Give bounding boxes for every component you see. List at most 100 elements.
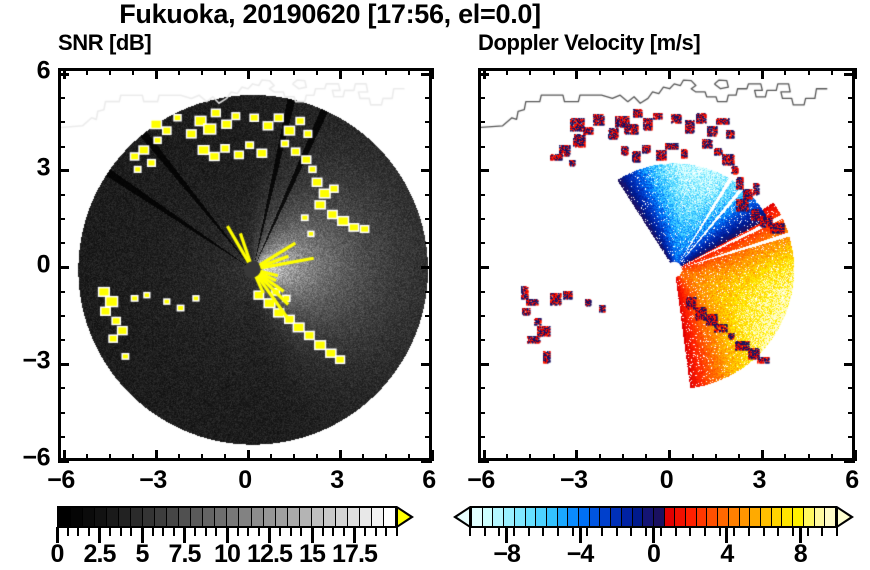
x-tick <box>482 450 486 461</box>
colorbar-swatch <box>760 508 772 526</box>
y-tick <box>478 290 485 293</box>
x-tick <box>246 68 250 79</box>
colorbar-minor-tick <box>674 527 677 536</box>
colorbar-swatch <box>557 508 569 526</box>
colorbar-swatch <box>825 508 835 526</box>
y-tick <box>478 97 485 100</box>
colorbar-minor-tick <box>586 527 589 536</box>
y-tick <box>425 97 432 100</box>
colorbar-swatch <box>371 508 384 526</box>
x-tick <box>598 454 601 461</box>
x-tick <box>529 68 532 75</box>
x-tick <box>853 450 857 461</box>
snr-colorbar <box>57 506 414 528</box>
colorbar-swatch <box>814 508 826 526</box>
colorbar-swatch <box>793 508 804 526</box>
y-tick <box>425 290 432 293</box>
x-tick <box>807 68 810 75</box>
colorbar-tick-label: 10 <box>213 540 241 568</box>
y-tick <box>58 387 65 390</box>
y-tick <box>478 218 485 221</box>
y-tick-label: 3 <box>36 153 51 182</box>
colorbar-minor-tick <box>645 527 648 536</box>
x-tick <box>293 454 295 461</box>
x-tick <box>154 68 158 79</box>
colorbar-tick-label: 2.5 <box>83 540 116 568</box>
colorbar-minor-tick <box>542 527 545 536</box>
colorbar-swatch <box>472 508 483 526</box>
colorbar-swatch <box>664 508 676 526</box>
colorbar-minor-tick <box>615 527 618 536</box>
x-tick <box>622 68 625 75</box>
colorbar-tick-label: 4 <box>720 540 734 568</box>
x-tick <box>316 68 318 75</box>
x-tick <box>178 68 180 75</box>
colorbar-tick-label: −4 <box>566 540 595 568</box>
colorbar-swatch <box>493 508 505 526</box>
colorbar-swatch <box>191 508 204 526</box>
y-tick <box>58 314 65 317</box>
y-tick <box>58 169 69 173</box>
colorbar-major-tick <box>725 527 729 543</box>
x-tick <box>830 68 833 75</box>
x-tick <box>408 454 410 461</box>
y-tick <box>478 339 485 342</box>
x-tick <box>316 454 318 461</box>
y-tick <box>478 242 485 245</box>
y-tick <box>848 145 855 148</box>
colorbar-minor-tick <box>513 527 516 536</box>
y-tick <box>478 435 485 438</box>
x-tick <box>224 68 226 75</box>
x-tick <box>154 450 158 461</box>
colorbar-minor-tick <box>385 527 388 536</box>
colorbar-minor-tick <box>87 527 90 536</box>
x-tick <box>645 454 648 461</box>
colorbar-swatch <box>718 508 729 526</box>
colorbar-minor-tick <box>374 527 377 536</box>
colorbar-swatch <box>143 508 156 526</box>
y-tick <box>848 193 855 196</box>
colorbar-tick-label: −8 <box>493 540 521 568</box>
y-tick <box>58 290 65 293</box>
y-tick <box>58 242 65 245</box>
y-tick <box>421 72 432 76</box>
y-tick <box>421 459 432 463</box>
x-tick <box>132 68 134 75</box>
colorbar-minor-tick <box>777 527 780 536</box>
colorbar-tick-label: 15 <box>298 540 326 568</box>
y-tick <box>58 193 65 196</box>
x-tick <box>714 454 717 461</box>
y-tick <box>848 121 855 124</box>
x-tick <box>338 450 342 461</box>
colorbar-swatch <box>287 508 300 526</box>
colorbar-swatch <box>119 508 132 526</box>
colorbar-major-tick <box>505 527 509 543</box>
y-tick <box>848 314 855 317</box>
x-tick-label: −3 <box>559 466 588 494</box>
colorbar-minor-tick <box>204 527 207 536</box>
x-tick <box>738 454 741 461</box>
y-tick <box>58 145 65 148</box>
x-tick <box>178 454 180 461</box>
snr-radar-image <box>61 71 429 458</box>
y-tick <box>848 218 855 221</box>
colorbar-swatch <box>546 508 558 526</box>
colorbar-swatch <box>696 508 708 526</box>
y-tick <box>848 387 855 390</box>
colorbar-swatch <box>167 508 180 526</box>
y-tick <box>421 169 432 173</box>
colorbar-swatch <box>251 508 264 526</box>
y-tick <box>58 218 65 221</box>
colorbar-minor-tick <box>321 527 324 536</box>
y-tick <box>425 339 432 342</box>
colorbar-minor-tick <box>151 527 154 536</box>
x-tick-label: −6 <box>47 466 75 494</box>
colorbar-major-tick <box>183 527 186 543</box>
y-tick <box>848 411 855 414</box>
colorbar-swatch <box>514 508 526 526</box>
y-tick <box>848 97 855 100</box>
y-tick <box>425 435 432 438</box>
x-tick <box>552 454 555 461</box>
colorbar-minor-tick <box>821 527 824 536</box>
